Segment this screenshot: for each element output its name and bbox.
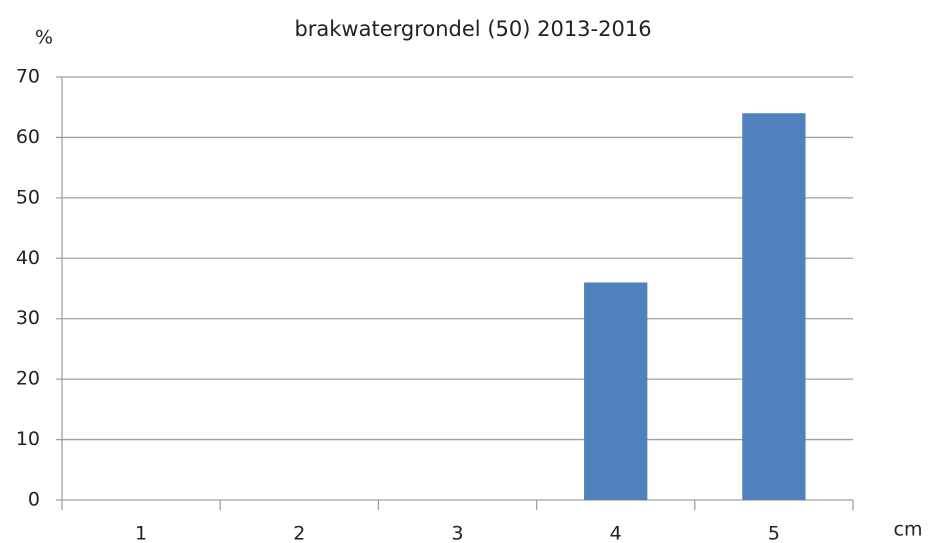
x-tick-label: 3 (451, 523, 463, 543)
y-tick-label: 0 (28, 489, 40, 511)
y-tick-label: 50 (16, 186, 40, 208)
y-tick-label: 20 (16, 368, 40, 390)
y-tick-label: 10 (16, 428, 40, 450)
y-tick-label: 40 (16, 247, 40, 269)
bar (742, 113, 806, 500)
x-tick-label: 4 (610, 523, 622, 543)
x-tick-label: 1 (135, 523, 147, 543)
y-tick-label: 70 (16, 66, 40, 88)
y-tick-label: 60 (16, 126, 40, 148)
x-tick-label: 2 (293, 523, 305, 543)
y-tick-label: 30 (16, 307, 40, 329)
y-axis-label: % (35, 27, 53, 49)
chart-title: brakwatergrondel (50) 2013-2016 (294, 17, 651, 41)
x-axis-label: cm (894, 519, 923, 541)
x-tick-label: 5 (768, 523, 780, 543)
bar (584, 282, 648, 500)
